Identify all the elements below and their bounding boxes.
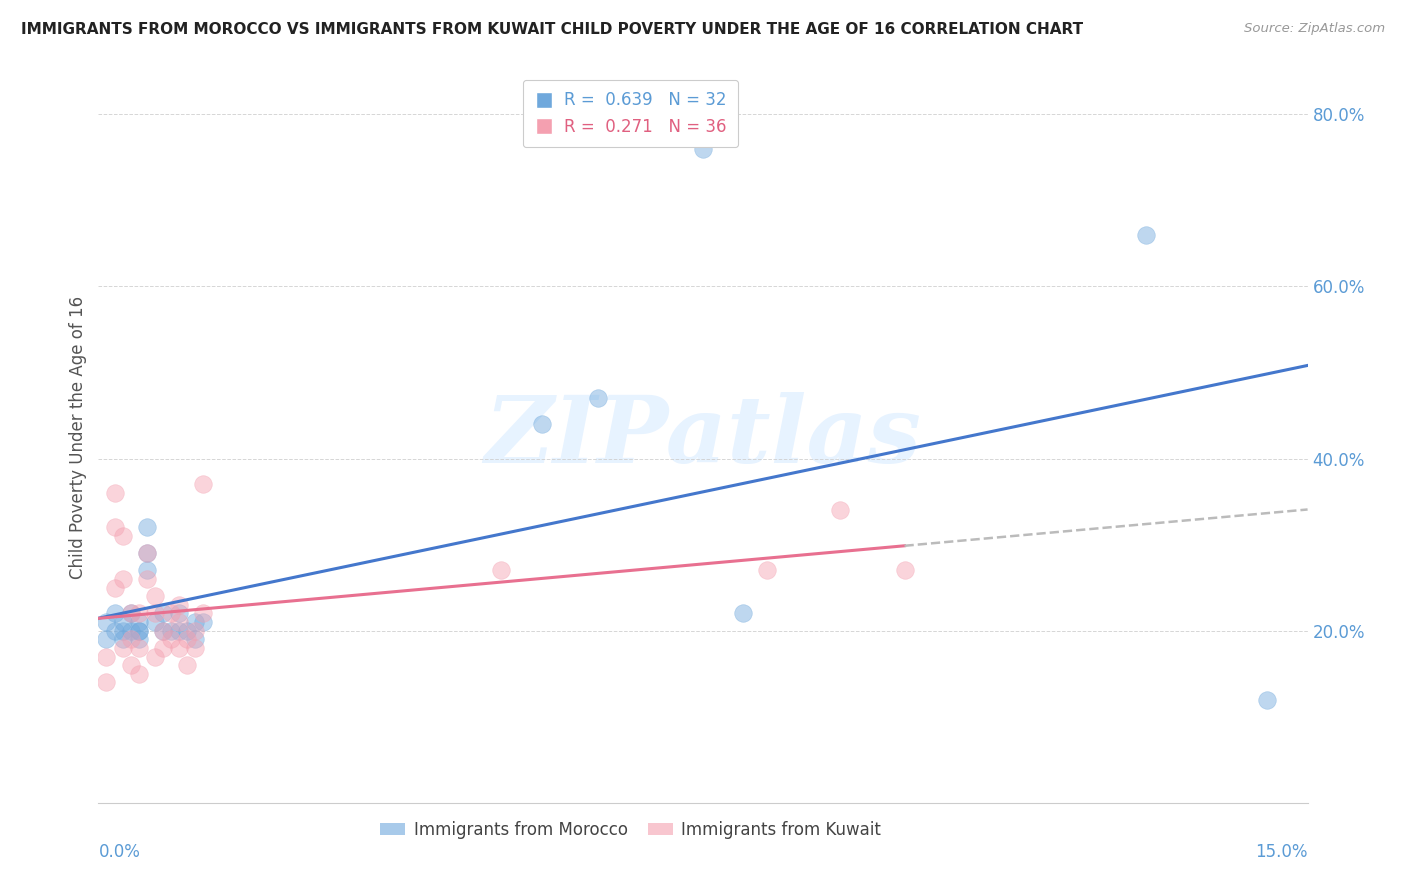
Point (96, 632, 118, 647)
Point (111, 640, 134, 655)
Point (111, 632, 134, 647)
Point (167, 640, 190, 655)
Point (167, 607, 190, 621)
Point (143, 589, 166, 603)
Point (128, 607, 150, 621)
Point (167, 624, 190, 638)
Text: 15.0%: 15.0% (1256, 843, 1308, 861)
Point (128, 615, 150, 629)
Point (111, 572, 134, 586)
Point (176, 632, 198, 647)
Text: IMMIGRANTS FROM MOROCCO VS IMMIGRANTS FROM KUWAIT CHILD POVERTY UNDER THE AGE OF: IMMIGRANTS FROM MOROCCO VS IMMIGRANTS FR… (21, 22, 1083, 37)
Point (103, 486, 125, 500)
Point (128, 624, 150, 638)
Point (111, 529, 134, 543)
Point (160, 632, 183, 647)
Point (152, 624, 174, 638)
Legend: Immigrants from Morocco, Immigrants from Kuwait: Immigrants from Morocco, Immigrants from… (374, 814, 887, 846)
Point (152, 640, 174, 655)
Point (96, 649, 118, 664)
Point (103, 520, 125, 534)
Text: 0.0%: 0.0% (98, 843, 141, 861)
Point (120, 624, 142, 638)
Point (1135, 227, 1157, 242)
Point (120, 607, 142, 621)
Point (1256, 692, 1278, 706)
Point (120, 632, 142, 647)
Point (193, 607, 215, 621)
Point (128, 632, 150, 647)
Point (184, 615, 207, 629)
Point (128, 640, 150, 655)
Point (160, 607, 183, 621)
Point (176, 658, 198, 673)
Point (135, 546, 157, 560)
Point (193, 477, 215, 491)
Point (111, 624, 134, 638)
Point (96, 675, 118, 690)
Point (128, 666, 150, 681)
Point (160, 624, 183, 638)
Point (184, 640, 207, 655)
Point (167, 615, 190, 629)
Point (756, 564, 779, 578)
Point (143, 607, 166, 621)
Point (103, 581, 125, 595)
Point (167, 598, 190, 612)
Point (120, 607, 142, 621)
Y-axis label: Child Poverty Under the Age of 16: Child Poverty Under the Age of 16 (69, 295, 87, 579)
Point (193, 615, 215, 629)
Text: ZIPatlas: ZIPatlas (485, 392, 921, 482)
Point (184, 624, 207, 638)
Point (893, 564, 915, 578)
Point (103, 624, 125, 638)
Point (135, 564, 157, 578)
Point (152, 607, 174, 621)
Point (733, 607, 755, 621)
Text: Source: ZipAtlas.com: Source: ZipAtlas.com (1244, 22, 1385, 36)
Point (184, 632, 207, 647)
Point (491, 564, 513, 578)
Point (692, 142, 714, 156)
Point (135, 520, 157, 534)
Point (120, 658, 142, 673)
Point (96, 615, 118, 629)
Point (530, 417, 553, 432)
Point (586, 392, 609, 406)
Point (143, 649, 166, 664)
Point (103, 607, 125, 621)
Point (135, 546, 157, 560)
Point (128, 624, 150, 638)
Point (828, 503, 851, 517)
Point (111, 615, 134, 629)
Point (135, 572, 157, 586)
Point (176, 624, 198, 638)
Point (143, 615, 166, 629)
Point (152, 624, 174, 638)
